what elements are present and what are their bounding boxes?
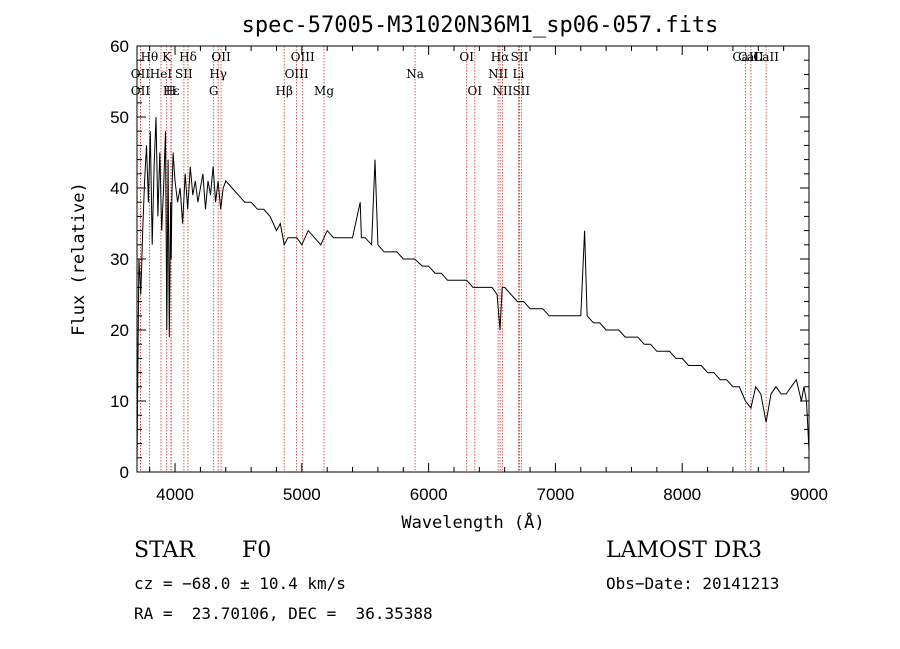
y-tick-label: 40 bbox=[110, 179, 129, 198]
x-tick-label: 6000 bbox=[410, 485, 448, 504]
y-axis-ticks: 0 10 20 30 40 50 60 bbox=[110, 37, 809, 482]
line-marker-label: Hθ bbox=[141, 50, 159, 64]
x-axis-label: Wavelength (Å) bbox=[401, 511, 544, 533]
line-markers bbox=[140, 46, 767, 472]
y-axis-label: Flux (relative) bbox=[69, 182, 89, 336]
x-tick-label: 7000 bbox=[537, 485, 575, 504]
line-marker-label: NII bbox=[493, 84, 513, 98]
line-marker-label: G bbox=[209, 84, 219, 98]
line-marker-label: HeI bbox=[150, 67, 173, 81]
x-tick-label: 5000 bbox=[283, 485, 321, 504]
line-marker-label: NII bbox=[488, 67, 508, 81]
y-tick-label: 20 bbox=[110, 321, 129, 340]
line-marker-label: CaII bbox=[732, 50, 758, 64]
ra-dec-coordinates: RA = 23.70106, DEC = 36.35388 bbox=[134, 604, 433, 623]
redshift-velocity: cz = −68.0 ± 10.4 km/s bbox=[134, 574, 346, 593]
y-tick-label: 50 bbox=[110, 108, 129, 127]
line-marker-label: Li bbox=[512, 67, 524, 81]
line-marker-label: Hβ bbox=[276, 84, 293, 98]
x-tick-label: 8000 bbox=[663, 485, 701, 504]
line-marker-label: Hα bbox=[491, 50, 510, 64]
plot-frame bbox=[136, 45, 810, 473]
line-marker-label: H bbox=[166, 84, 176, 98]
line-marker-label: OI bbox=[459, 50, 474, 64]
chart-title: spec-57005-M31020N36M1_sp06-057.fits bbox=[242, 13, 719, 38]
line-marker-label: Na bbox=[406, 67, 424, 81]
line-marker-label: OIII bbox=[285, 67, 309, 81]
object-class: STAR bbox=[134, 538, 195, 563]
x-tick-label: 9000 bbox=[790, 485, 828, 504]
line-marker-label: SII bbox=[512, 84, 530, 98]
line-marker-label: Hδ bbox=[179, 50, 197, 64]
line-marker-label: Mg bbox=[314, 84, 334, 98]
line-marker-label: K bbox=[162, 50, 172, 64]
y-tick-label: 0 bbox=[120, 463, 129, 482]
line-marker-label: CaII bbox=[753, 50, 779, 64]
y-tick-label: 10 bbox=[110, 392, 129, 411]
line-marker-label: OII bbox=[211, 50, 231, 64]
line-marker-label: SII bbox=[511, 50, 529, 64]
spectrum-line bbox=[136, 116, 810, 465]
x-tick-label: 4000 bbox=[156, 485, 194, 504]
object-subclass: F0 bbox=[242, 538, 272, 563]
survey-name: LAMOST DR3 bbox=[606, 538, 762, 563]
line-marker-label: OIII bbox=[291, 50, 315, 64]
line-marker-label: OI bbox=[467, 84, 482, 98]
line-marker-label: SII bbox=[175, 67, 193, 81]
observation-date: Obs−Date: 20141213 bbox=[606, 574, 780, 593]
y-tick-label: 60 bbox=[110, 37, 129, 56]
line-marker-label: OII bbox=[131, 84, 151, 98]
line-marker-label: CaII bbox=[738, 50, 764, 64]
line-marker-label: Hε bbox=[163, 84, 180, 98]
line-marker-label: Hγ bbox=[209, 67, 227, 81]
y-tick-label: 30 bbox=[110, 250, 129, 269]
x-axis-ticks: 4000 5000 6000 7000 8000 9000 bbox=[149, 46, 828, 504]
